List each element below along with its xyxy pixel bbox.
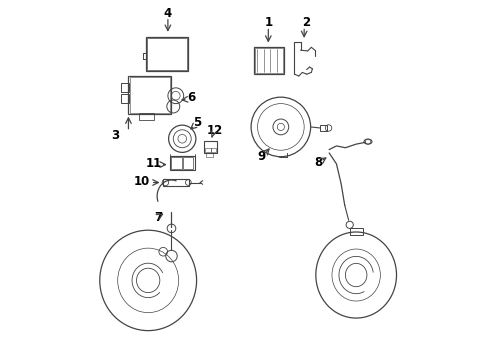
Bar (206, 153, 213, 157)
Bar (254, 47, 285, 74)
Bar (205, 148, 211, 152)
Text: 2: 2 (303, 17, 311, 30)
Bar (129, 77, 171, 113)
Bar (128, 76, 171, 114)
Text: 11: 11 (146, 157, 162, 170)
Bar (204, 141, 218, 153)
Bar (147, 38, 187, 69)
Text: 3: 3 (111, 129, 119, 142)
Bar (255, 48, 283, 73)
Text: 9: 9 (257, 150, 265, 163)
Bar (171, 157, 181, 169)
Bar (350, 228, 363, 234)
Text: 6: 6 (187, 91, 196, 104)
Bar (163, 179, 190, 186)
Text: 8: 8 (315, 156, 323, 169)
Text: 7: 7 (154, 211, 162, 224)
Bar (147, 37, 188, 71)
Text: 4: 4 (164, 7, 172, 20)
Bar (183, 157, 194, 169)
Text: 12: 12 (206, 124, 222, 137)
Text: 1: 1 (264, 17, 272, 30)
Text: 5: 5 (194, 116, 202, 129)
Bar (122, 94, 129, 103)
Bar (139, 113, 153, 120)
Bar (170, 156, 195, 170)
Text: 10: 10 (134, 175, 150, 188)
Bar (211, 148, 216, 152)
Bar (320, 125, 327, 131)
Bar (122, 83, 129, 92)
